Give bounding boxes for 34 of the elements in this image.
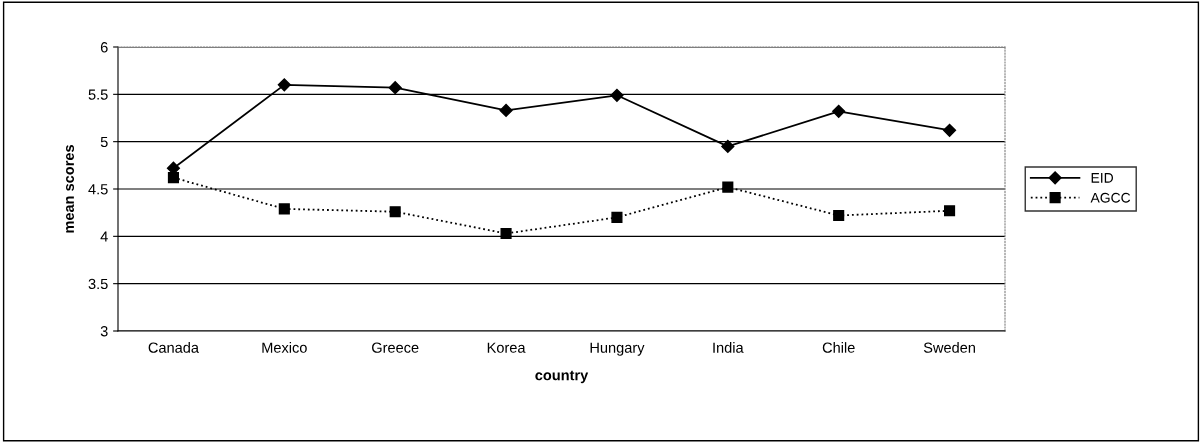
x-axis-title: country [535,370,589,384]
point [278,203,290,215]
point [833,209,845,222]
y-axis-title: mean scores [66,145,75,233]
point [499,103,513,118]
point [389,206,401,218]
point [610,88,624,102]
x-tick-label: Sweden [923,342,975,353]
point [277,78,291,92]
point [721,139,735,153]
legend-label: AGCC [1090,192,1131,203]
y-tick-label: 5.5 [88,89,108,100]
point [944,205,956,217]
point [500,227,512,240]
y-tick-label: 5 [100,136,108,148]
x-tick-label: Greece [372,342,419,353]
x-tick-label: Hungary [590,342,645,356]
x-tick-label: Chile [822,342,855,353]
y-tick-label: 6 [100,42,108,53]
x-tick-label: Canada [148,342,199,353]
x-tick-label: Mexico [262,342,307,353]
x-tick-label: India [713,342,744,353]
point [722,181,734,193]
y-tick-label: 4.5 [88,184,108,195]
point [388,81,402,95]
point [167,172,179,184]
point [942,123,957,137]
y-tick-label: 3.5 [88,278,108,290]
y-tick-label: 3 [100,326,108,337]
legend-label: EID [1091,173,1114,183]
point [832,104,846,118]
y-tick-label: 4 [100,231,108,242]
point [611,211,623,223]
x-tick-label: Korea [487,342,526,353]
